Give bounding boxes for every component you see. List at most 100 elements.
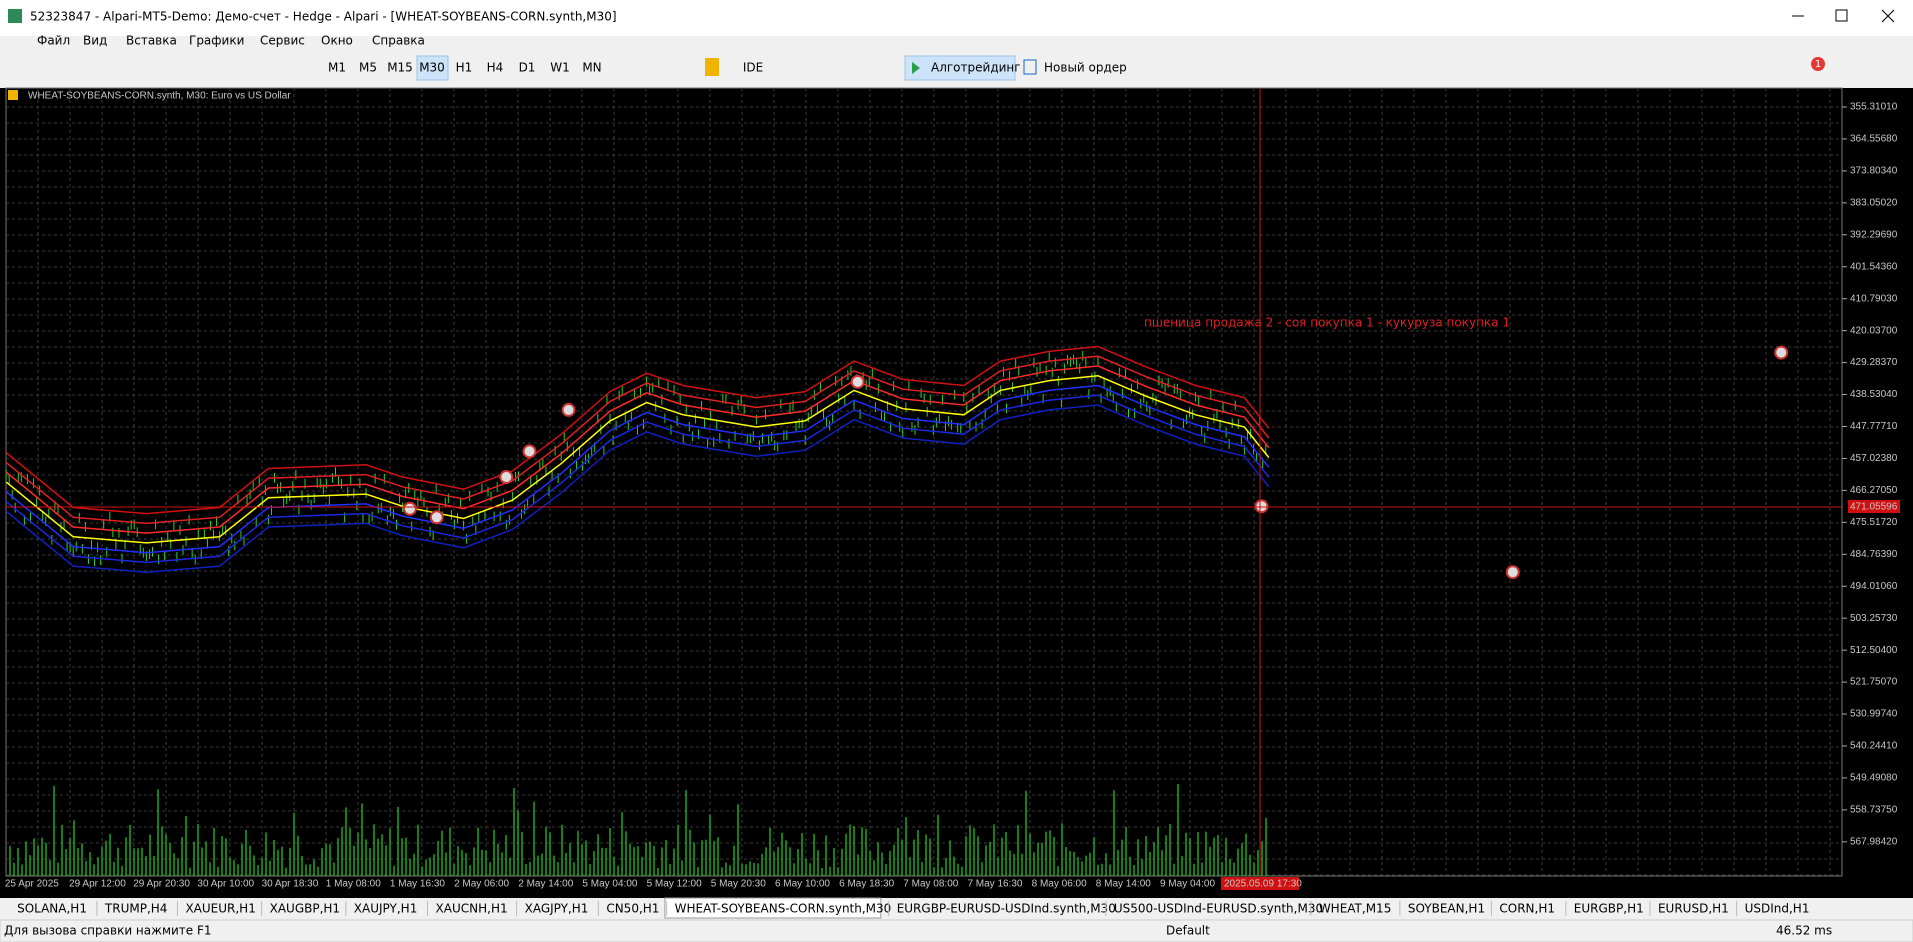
timeframe[interactable]: W1 [550,61,570,75]
app-icon [8,9,22,23]
price-label: 355.31010 [1850,102,1898,113]
annotation: пшеница продажа 2 - соя покупка 1 - куку… [1144,316,1510,330]
money-icon [705,58,719,76]
price-label: 383.05020 [1850,197,1898,208]
price-label: 457.02380 [1850,453,1898,464]
new-order-button[interactable]: Новый ордер [1044,61,1127,75]
price-label: 558.73750 [1850,805,1898,816]
timeframe[interactable]: M30 [419,61,445,75]
signal [1505,565,1520,580]
tab-bar [0,898,1913,920]
chart-tab[interactable]: CN50,H1 [606,902,659,916]
time-label: 30 Apr 18:30 [262,879,319,890]
active-tab [664,897,882,919]
chart-tab[interactable]: TRUMP,H4 [104,902,168,916]
time-label: 5 May 12:00 [647,879,702,890]
active-timeframe [416,55,449,81]
envelope-line [5,394,1270,564]
price-label: 364.55680 [1850,134,1898,145]
chart-tab[interactable]: SOLANA,H1 [17,902,87,916]
chart-tab[interactable]: EURGBP-EURUSD-USDInd.synth,M30 [897,902,1116,916]
menu-item[interactable]: Вид [83,34,107,48]
order-icon [1023,59,1037,75]
chart-tab[interactable]: XAUCNH,H1 [436,902,508,916]
menu-item[interactable]: Вставка [126,34,177,48]
price-label: 512.50400 [1850,645,1898,656]
timeframe[interactable]: M15 [387,61,413,75]
title-bar [0,0,1913,36]
algo-button[interactable]: Алготрейдинг [931,61,1021,75]
cursor-time-bg [1221,877,1299,890]
price-label: 549.49080 [1850,773,1898,784]
envelope-line [5,404,1270,573]
chart-tab[interactable]: CORN,H1 [1499,902,1555,916]
timeframe[interactable]: D1 [519,61,536,75]
algo-icon [912,62,920,74]
chart-frame [5,87,1843,877]
chart-tab[interactable]: XAGJPY,H1 [525,902,589,916]
window-title: 52323847 - Alpari-MT5-Demo: Демо-счет - … [30,10,617,24]
chart-tab[interactable]: XAUEUR,H1 [185,902,255,916]
price-label: 484.76390 [1850,549,1898,560]
time-label: 7 May 08:00 [903,879,958,890]
signal [1254,499,1269,514]
chart-tab[interactable]: WHEAT-SOYBEANS-CORN.synth,M30 [675,902,892,916]
status-help: Для вызова справки нажмите F1 [4,924,212,938]
chart-icon [8,90,18,100]
signal [499,470,514,485]
chart-tab[interactable]: USDInd,H1 [1745,902,1810,916]
close[interactable] [1881,9,1895,23]
price-label: 401.54360 [1850,261,1898,272]
price-label: 392.29690 [1850,229,1898,240]
price-label: 540.24410 [1850,741,1898,752]
time-label: 1 May 16:30 [390,879,445,890]
menu-item[interactable]: Файл [37,34,70,48]
chart-tab[interactable]: EURUSD,H1 [1658,902,1729,916]
badge-bg [1811,57,1825,71]
price-label: 475.51720 [1850,517,1898,528]
timeframe[interactable]: MN [582,61,601,75]
current-price-bg [1848,500,1900,513]
timeframe[interactable]: H4 [487,61,504,75]
envelope-line [5,355,1270,525]
signal [850,374,865,389]
maximize[interactable] [1835,9,1848,22]
status-bar [0,919,1913,942]
menu-item[interactable]: Окно [321,34,353,48]
time-label: 8 May 06:00 [1032,879,1087,890]
timeframe[interactable]: M5 [359,61,377,75]
timeframe[interactable]: M1 [328,61,346,75]
time-label: 2 May 14:00 [518,879,573,890]
price-label: 410.79030 [1850,293,1898,304]
time-label: 1 May 08:00 [326,879,381,890]
signal [429,510,444,525]
time-label: 6 May 18:30 [839,879,894,890]
chart-tab[interactable]: EURGBP,H1 [1574,902,1644,916]
price-label: 567.98420 [1850,836,1898,847]
price-label: 373.80340 [1850,166,1898,177]
price-label: 466.27050 [1850,485,1898,496]
timeframe[interactable]: H1 [456,61,473,75]
chart-area [0,88,1913,898]
ide-button[interactable]: IDE [743,61,763,75]
time-label: 5 May 04:00 [582,879,637,890]
menu-item[interactable]: Графики [189,34,244,48]
chart-tab[interactable]: XAUGBP,H1 [270,902,340,916]
menu-item[interactable]: Сервис [260,34,305,48]
cursor-time: 2025.05.09 17:30 [1224,879,1302,890]
signal [402,501,417,516]
status-ping: 46.52 ms [1776,924,1832,938]
price-label: 447.77710 [1850,421,1898,432]
chart-label: WHEAT-SOYBEANS-CORN.synth, M30: Euro vs … [28,91,291,102]
envelope-line [5,365,1270,534]
chart-tab[interactable]: WHEAT,M15 [1319,902,1392,916]
menu-item[interactable]: Справка [372,34,425,48]
price-label: 429.28370 [1850,357,1898,368]
time-label: 8 May 14:00 [1096,879,1151,890]
chart-tab[interactable]: SOYBEAN,H1 [1408,902,1485,916]
current-price: 471.05596 [1850,502,1898,513]
time-label: 7 May 16:30 [967,879,1022,890]
chart-tab[interactable]: XAUJPY,H1 [354,902,418,916]
chart-tab[interactable]: US500-USDInd-EURUSD.synth,M30 [1114,902,1323,916]
badge: 1 [1815,59,1821,70]
